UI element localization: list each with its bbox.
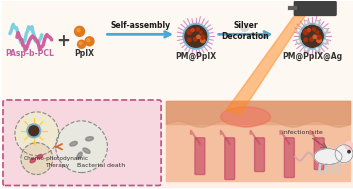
- Circle shape: [303, 30, 308, 35]
- Circle shape: [187, 30, 192, 35]
- Circle shape: [324, 29, 326, 31]
- Circle shape: [74, 26, 84, 36]
- Circle shape: [241, 23, 249, 31]
- Circle shape: [307, 29, 311, 32]
- Circle shape: [29, 126, 39, 136]
- Text: Chemo-photodynamic
Therapy: Chemo-photodynamic Therapy: [24, 156, 89, 168]
- Circle shape: [56, 121, 107, 173]
- Circle shape: [196, 28, 199, 31]
- FancyBboxPatch shape: [294, 2, 336, 15]
- Circle shape: [79, 42, 82, 45]
- Text: PM@PpIX@Ag: PM@PpIX@Ag: [282, 52, 342, 61]
- FancyBboxPatch shape: [255, 138, 264, 172]
- Circle shape: [317, 38, 321, 42]
- Circle shape: [317, 38, 321, 43]
- Circle shape: [304, 38, 307, 42]
- Circle shape: [87, 39, 90, 42]
- Text: Silver
Decoration: Silver Decoration: [222, 21, 269, 41]
- Circle shape: [201, 38, 204, 42]
- Circle shape: [297, 40, 301, 44]
- Text: Bacterial death: Bacterial death: [77, 163, 126, 168]
- Circle shape: [27, 124, 41, 138]
- Circle shape: [305, 22, 307, 23]
- Circle shape: [197, 35, 200, 39]
- Circle shape: [305, 47, 309, 52]
- Circle shape: [187, 38, 191, 42]
- Circle shape: [317, 38, 319, 40]
- Circle shape: [305, 21, 309, 25]
- Circle shape: [201, 35, 205, 39]
- Circle shape: [316, 21, 320, 25]
- Ellipse shape: [221, 107, 270, 127]
- Circle shape: [183, 23, 209, 49]
- Ellipse shape: [37, 155, 42, 159]
- Circle shape: [345, 142, 353, 150]
- Circle shape: [335, 145, 353, 163]
- Circle shape: [298, 29, 299, 31]
- Circle shape: [301, 25, 323, 47]
- Circle shape: [323, 29, 328, 33]
- Ellipse shape: [314, 149, 342, 165]
- Circle shape: [78, 40, 85, 48]
- Circle shape: [348, 150, 350, 153]
- FancyBboxPatch shape: [195, 138, 205, 175]
- Polygon shape: [166, 101, 350, 180]
- Circle shape: [316, 47, 320, 52]
- Polygon shape: [226, 1, 315, 114]
- Circle shape: [191, 29, 194, 32]
- Circle shape: [185, 25, 207, 47]
- Circle shape: [200, 31, 202, 33]
- FancyBboxPatch shape: [314, 138, 324, 170]
- FancyBboxPatch shape: [285, 138, 294, 177]
- Circle shape: [201, 38, 203, 40]
- Circle shape: [201, 38, 205, 43]
- FancyBboxPatch shape: [225, 138, 235, 180]
- Circle shape: [242, 24, 245, 27]
- Circle shape: [316, 48, 318, 50]
- Circle shape: [316, 31, 319, 33]
- Circle shape: [324, 41, 326, 42]
- Ellipse shape: [85, 137, 94, 141]
- Circle shape: [21, 143, 53, 175]
- Text: Self-assembly: Self-assembly: [110, 21, 170, 30]
- FancyBboxPatch shape: [3, 100, 161, 185]
- Text: PM@PpIX: PM@PpIX: [175, 52, 216, 61]
- Text: infection site: infection site: [282, 130, 323, 135]
- Circle shape: [85, 37, 94, 46]
- Circle shape: [310, 38, 313, 41]
- Circle shape: [312, 28, 316, 31]
- Circle shape: [299, 23, 325, 49]
- Bar: [2, 1, 353, 99]
- Circle shape: [316, 22, 318, 23]
- Text: PpIX: PpIX: [74, 49, 95, 58]
- Polygon shape: [166, 101, 350, 124]
- Circle shape: [193, 38, 197, 41]
- Text: PAsp-b-PCL: PAsp-b-PCL: [5, 49, 54, 58]
- Circle shape: [313, 35, 317, 39]
- Circle shape: [77, 29, 80, 32]
- Circle shape: [298, 41, 299, 42]
- Ellipse shape: [70, 141, 77, 146]
- Circle shape: [317, 35, 321, 39]
- Text: +: +: [57, 32, 71, 50]
- Circle shape: [297, 29, 301, 33]
- Circle shape: [323, 40, 328, 44]
- Ellipse shape: [77, 152, 82, 159]
- Ellipse shape: [30, 159, 36, 163]
- Circle shape: [15, 112, 59, 156]
- Ellipse shape: [83, 148, 90, 153]
- Circle shape: [305, 48, 307, 50]
